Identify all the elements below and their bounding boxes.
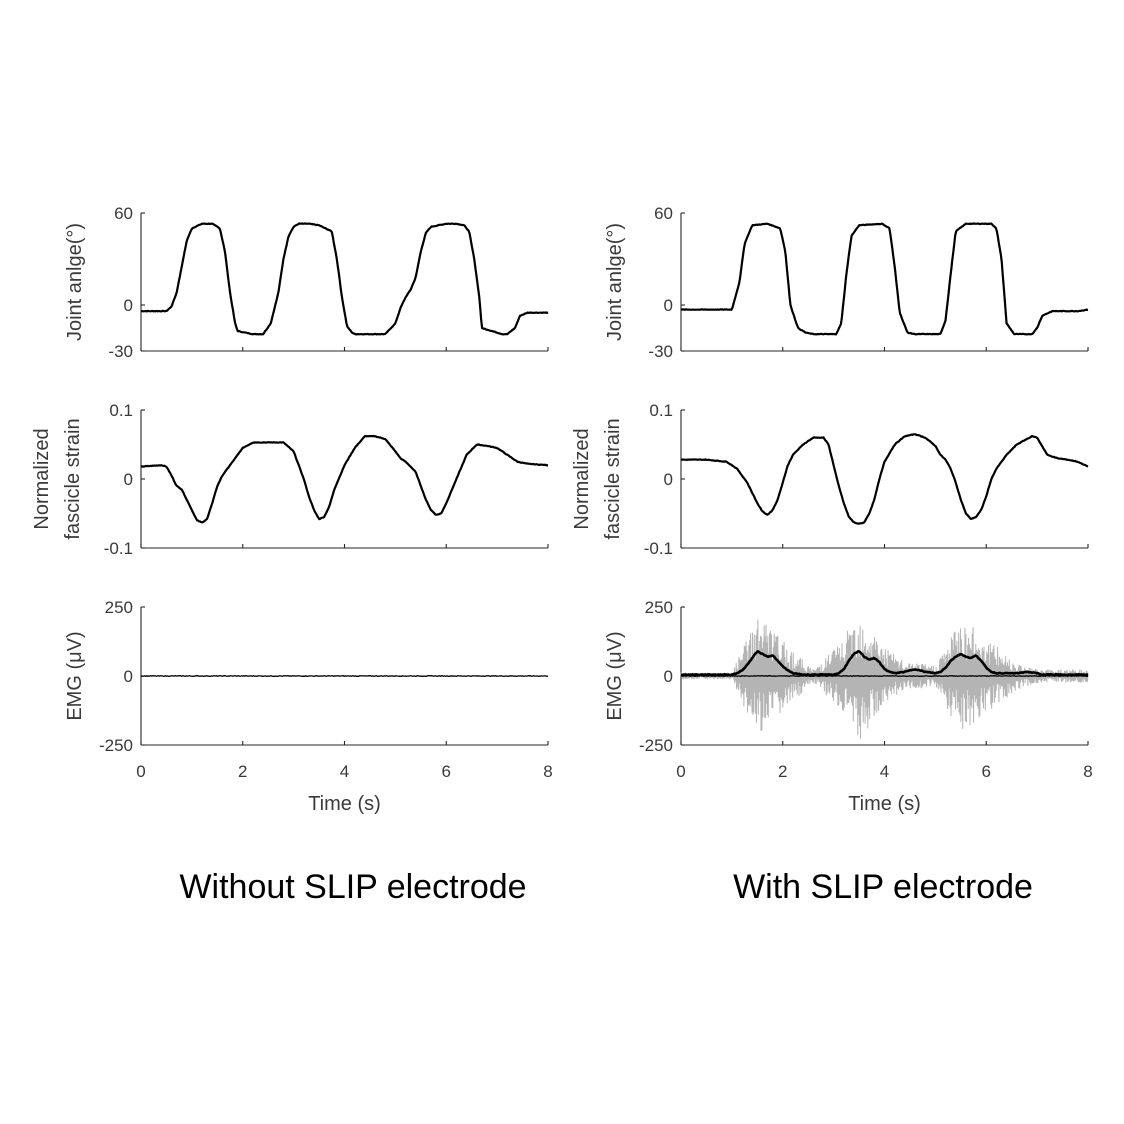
without-slip-fascicle-strain-ytick-label: 0.1 (109, 401, 133, 420)
without-slip-fascicle-strain-ylabel-line1: Normalized (31, 428, 53, 529)
without-slip-emg-ytick-label: 0 (124, 667, 133, 686)
with-slip-emg-ytick-label: -250 (639, 736, 673, 755)
with-slip-joint-angle-ytick-label: 60 (654, 204, 673, 223)
with-slip-emg-ylabel: EMG (μV) (604, 631, 626, 720)
caption-left: Without SLIP electrode (179, 868, 527, 906)
with-slip-emg-series-1-line (680, 675, 1089, 677)
without-slip-joint-angle-series-0-line (140, 222, 549, 336)
with-slip-fascicle-strain-ytick-label: 0.1 (649, 401, 673, 420)
without-slip-emg-xtick-label: 8 (543, 762, 552, 781)
with-slip-emg-ytick-label: 250 (645, 598, 673, 617)
without-slip-emg-series-0-line (140, 675, 549, 677)
with-slip-fascicle-strain-ytick-label: 0 (664, 470, 673, 489)
with-slip-emg-xtick-label: 6 (982, 762, 991, 781)
without-slip-emg-ytick-label: -250 (99, 736, 133, 755)
with-slip-emg-raw-emg-trace (680, 619, 1089, 739)
without-slip-joint-angle-ytick-label: -30 (108, 342, 133, 361)
with-slip-fascicle-strain-series-0-line (680, 433, 1089, 525)
without-slip-fascicle-strain-ytick-label: -0.1 (104, 539, 133, 558)
without-slip-emg-ylabel: EMG (μV) (64, 631, 86, 720)
caption-right: With SLIP electrode (733, 868, 1033, 906)
with-slip-joint-angle-series-0-line (680, 222, 1089, 336)
without-slip-emg-xtick-label: 2 (238, 762, 247, 781)
without-slip-fascicle-strain-ylabel-line2: fascicle strain (62, 418, 84, 539)
without-slip-emg-xtick-label: 0 (136, 762, 145, 781)
with-slip-joint-angle-ylabel: Joint anlge(°) (604, 223, 626, 341)
with-slip-fascicle-strain-ylabel-line2: fascicle strain (602, 418, 624, 539)
with-slip-emg-ytick-label: 0 (664, 667, 673, 686)
without-slip-joint-angle-ytick-label: 60 (114, 204, 133, 223)
with-slip-emg-xtick-label: 0 (676, 762, 685, 781)
without-slip-fascicle-strain-ytick-label: 0 (124, 470, 133, 489)
without-slip-emg-xtick-label: 6 (442, 762, 451, 781)
without-slip-joint-angle-ytick-label: 0 (124, 296, 133, 315)
with-slip-emg-xtick-label: 2 (778, 762, 787, 781)
with-slip-emg-series-0-line (680, 650, 1089, 677)
with-slip-joint-angle-ytick-label: 0 (664, 296, 673, 315)
with-slip-fascicle-strain-ylabel-line1: Normalized (571, 428, 593, 529)
with-slip-emg-xtick-label: 8 (1083, 762, 1092, 781)
without-slip-emg-xtick-label: 4 (340, 762, 349, 781)
without-slip-fascicle-strain-series-0-line (140, 434, 549, 524)
with-slip-emg-xlabel: Time (s) (848, 793, 921, 815)
without-slip-emg-xlabel: Time (s) (308, 793, 381, 815)
without-slip-emg-ytick-label: 250 (105, 598, 133, 617)
with-slip-fascicle-strain-ytick-label: -0.1 (644, 539, 673, 558)
with-slip-joint-angle-ytick-label: -30 (648, 342, 673, 361)
with-slip-emg-xtick-label: 4 (880, 762, 889, 781)
without-slip-joint-angle-ylabel: Joint anlge(°) (64, 223, 86, 341)
